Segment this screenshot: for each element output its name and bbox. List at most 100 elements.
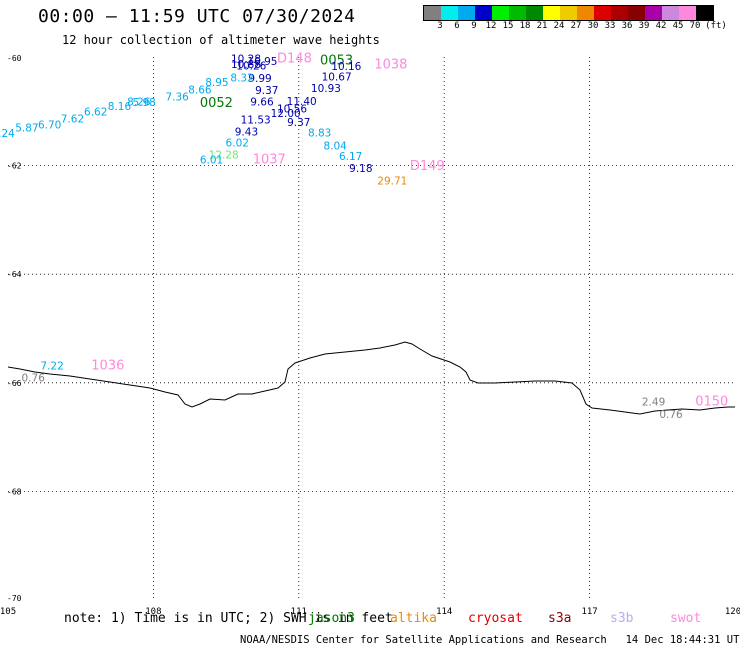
wave-height-value: 7.22 — [40, 360, 63, 372]
y-tick-label: -68 — [7, 487, 22, 496]
pass-id-label: 0150 — [695, 394, 728, 409]
pass-id-label: D148 — [277, 52, 312, 67]
color-swatch — [679, 6, 696, 20]
wave-height-value: 8.16 — [108, 101, 132, 113]
color-scale-tick: 45 — [672, 21, 684, 31]
wave-height-value: 9.66 — [250, 97, 274, 109]
wave-height-value: 8.95 — [205, 77, 228, 89]
wave-height-value: 9.37 — [255, 85, 278, 97]
wave-height-value: 8.32 — [230, 73, 253, 85]
color-swatch — [577, 6, 594, 20]
color-scale-tick: 33 — [604, 21, 616, 31]
color-scale-unit: (ft) — [705, 21, 727, 31]
x-tick-label: 114 — [436, 607, 452, 617]
page-subtitle: 12 hour collection of altimeter wave hei… — [62, 33, 380, 47]
pass-id-label: 1036 — [91, 358, 124, 373]
y-tick-label: -62 — [7, 162, 22, 171]
wave-height-value: 11.40 — [287, 96, 317, 108]
wave-height-value: 0.76 — [659, 409, 683, 421]
satellite-legend: jason3 altika cryosat s3a s3b swot — [0, 611, 740, 627]
x-tick-label: 117 — [581, 607, 597, 617]
x-tick-label: 111 — [291, 607, 307, 617]
satellite-altika: altika — [390, 611, 437, 626]
color-scale-tick: 21 — [536, 21, 548, 31]
wave-height-value: 10.93 — [311, 83, 341, 95]
color-swatch — [441, 6, 458, 20]
color-scale-labels: 3 6 9 12 15 18 21 24 27 30 33 36 39 42 45 70 (ft) — [423, 21, 740, 33]
color-swatch — [543, 6, 560, 20]
wave-height-value: 6.62 — [84, 106, 107, 118]
page-title: 00:00 — 11:59 UTC 07/30/2024 — [38, 6, 356, 27]
wave-height-value: 12.00 — [271, 108, 301, 120]
color-swatch — [458, 6, 475, 20]
color-swatch — [424, 6, 441, 20]
color-swatch — [611, 6, 628, 20]
pass-id-label: D149 — [410, 159, 445, 174]
coastline — [7, 341, 735, 415]
satellite-jason3: jason3 — [308, 611, 355, 626]
satellite-s3a: s3a — [548, 611, 572, 626]
y-tick-label: -70 — [7, 594, 22, 603]
wave-height-value: 2.49 — [642, 396, 665, 408]
color-scale-tick: 24 — [553, 21, 565, 31]
color-swatch — [662, 6, 679, 20]
time-note: note: 1) Time is in UTC; 2) SWH is in fe… — [64, 611, 393, 626]
color-swatch — [475, 6, 492, 20]
wave-height-value: 10.56 — [277, 104, 307, 116]
satellite-cryosat: cryosat — [468, 611, 523, 626]
color-scale-tick: 15 — [502, 21, 514, 31]
y-tick-label: -64 — [7, 270, 22, 279]
wave-height-value: 10.67 — [322, 72, 352, 84]
wave-height-value: 12.28 — [209, 150, 239, 162]
color-scale-tick: 42 — [655, 21, 667, 31]
satellite-s3b: s3b — [610, 611, 634, 626]
wave-height-value: 9.43 — [235, 126, 258, 138]
color-swatch — [560, 6, 577, 20]
color-scale-tick: 6 — [454, 21, 460, 31]
wave-height-value: 10.88 — [231, 59, 261, 71]
wave-height-value: 6.24 — [0, 128, 15, 140]
color-scale-legend — [423, 5, 714, 21]
color-swatch — [492, 6, 509, 20]
wave-height-value: 0.76 — [22, 372, 46, 384]
color-scale-tick: 3 — [437, 21, 443, 31]
color-scale-tick: 39 — [638, 21, 650, 31]
color-scale-tick: 12 — [485, 21, 497, 31]
wave-height-value: 6.17 — [339, 151, 362, 163]
wave-height-value: 10.28 — [231, 54, 261, 66]
color-swatch — [509, 6, 526, 20]
wave-height-value: 5.87 — [15, 123, 38, 135]
footer-credit: NOAA/NESDIS Center for Satellite Applica… — [240, 634, 740, 646]
wave-height-value: 8.04 — [323, 141, 347, 153]
pass-id-label: 0052 — [200, 96, 233, 111]
color-swatch — [696, 6, 713, 20]
wave-height-value: 9.18 — [349, 163, 372, 175]
color-swatch — [628, 6, 645, 20]
axis-tick-labels: 105 108 111 114 117 120 -60 -62 -64 -66 -68 -70 — [0, 54, 740, 617]
wave-height-value: 10.26 — [236, 61, 266, 73]
wave-height-value: 9.99 — [248, 73, 271, 85]
x-tick-label: 120 — [725, 607, 740, 617]
color-swatch — [526, 6, 543, 20]
wave-height-value: 7.62 — [61, 113, 84, 125]
pass-id-label: 0053 — [320, 53, 353, 68]
wave-height-value: 5.98 — [132, 97, 155, 109]
wave-height-value: 7.36 — [165, 92, 189, 104]
wave-height-value: 8.83 — [308, 127, 331, 139]
color-scale-tick: 36 — [621, 21, 633, 31]
satellite-swot: swot — [670, 611, 702, 626]
wave-height-value: 6.01 — [200, 155, 223, 167]
pass-id-label: 1037 — [253, 153, 286, 168]
y-tick-label: -66 — [7, 379, 22, 388]
color-swatch — [645, 6, 662, 20]
wave-height-value: 29.71 — [377, 175, 407, 187]
x-tick-label: 108 — [145, 607, 161, 617]
wave-height-value: 6.02 — [226, 137, 249, 149]
map-grid — [8, 57, 735, 600]
wave-height-value: 8.26 — [127, 97, 151, 109]
wave-height-value: 8.66 — [188, 85, 212, 97]
wave-height-value: 10.95 — [247, 56, 277, 68]
wave-height-value: 9.37 — [287, 117, 310, 129]
